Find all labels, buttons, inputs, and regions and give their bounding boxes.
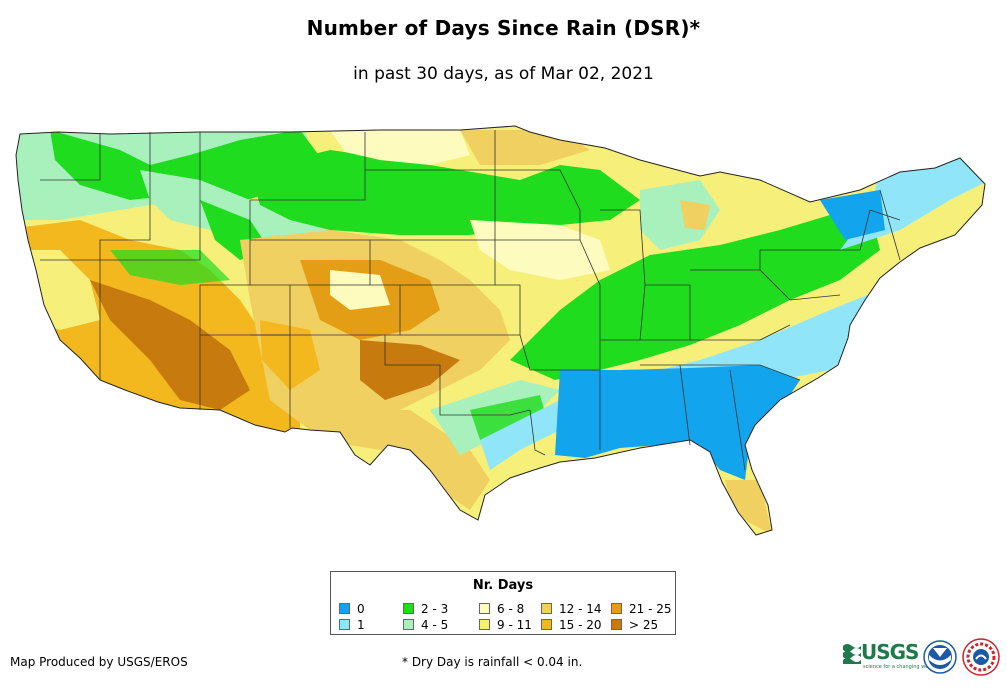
- legend-swatch: [541, 603, 552, 614]
- legend-label: 6 - 8: [497, 602, 525, 616]
- legend-item: 0: [339, 602, 365, 616]
- legend-item: > 25: [611, 618, 658, 632]
- legend-item: 21 - 25: [611, 602, 672, 616]
- legend-item: 15 - 20: [541, 618, 602, 632]
- legend-label: 0: [357, 602, 365, 616]
- legend-label: 1: [357, 618, 365, 632]
- legend-swatch: [339, 603, 350, 614]
- legend-label: 9 - 11: [497, 618, 532, 632]
- usgs-wave-icon: [843, 644, 861, 664]
- legend-swatch: [479, 603, 490, 614]
- dry-day-note: * Dry Day is rainfall < 0.04 in.: [402, 655, 583, 669]
- us-outline: [15, 125, 986, 536]
- legend-title: Nr. Days: [472, 578, 534, 593]
- legend-item: 2 - 3: [403, 602, 448, 616]
- legend-label: 12 - 14: [559, 602, 602, 616]
- credit-text: Map Produced by USGS/EROS: [10, 655, 188, 669]
- legend-swatch: [541, 619, 552, 630]
- legend-label: 15 - 20: [559, 618, 602, 632]
- legend: Nr. Days 0 1 2 - 3 4 - 5 6 - 8 9 - 11 12 - 14 1…: [330, 571, 676, 635]
- map-subtitle: in past 30 days, as of Mar 02, 2021: [353, 64, 654, 84]
- legend-item: 1: [339, 618, 365, 632]
- legend-swatch: [403, 603, 414, 614]
- usgs-wordmark: USGS: [861, 640, 919, 664]
- legend-item: 12 - 14: [541, 602, 602, 616]
- legend-label: 4 - 5: [421, 618, 449, 632]
- noaa-seal-icon: [923, 640, 957, 674]
- legend-label: 21 - 25: [629, 602, 672, 616]
- legend-label: 2 - 3: [421, 602, 449, 616]
- legend-swatch: [339, 619, 350, 630]
- usgs-tagline: science for a changing world: [863, 664, 935, 670]
- state-boundaries: [40, 130, 901, 471]
- legend-item: 4 - 5: [403, 618, 448, 632]
- nws-seal-icon: [962, 638, 1000, 676]
- usgs-logo: USGS science for a changing world: [843, 640, 935, 676]
- legend-item: 9 - 11: [479, 618, 532, 632]
- legend-swatch: [479, 619, 490, 630]
- map-title: Number of Days Since Rain (DSR)*: [306, 16, 701, 40]
- legend-item: 6 - 8: [479, 602, 524, 616]
- legend-swatch: [403, 619, 414, 630]
- legend-swatch: [611, 619, 622, 630]
- dsr-map: [15, 125, 986, 536]
- legend-swatch: [611, 603, 622, 614]
- legend-label: > 25: [629, 618, 659, 632]
